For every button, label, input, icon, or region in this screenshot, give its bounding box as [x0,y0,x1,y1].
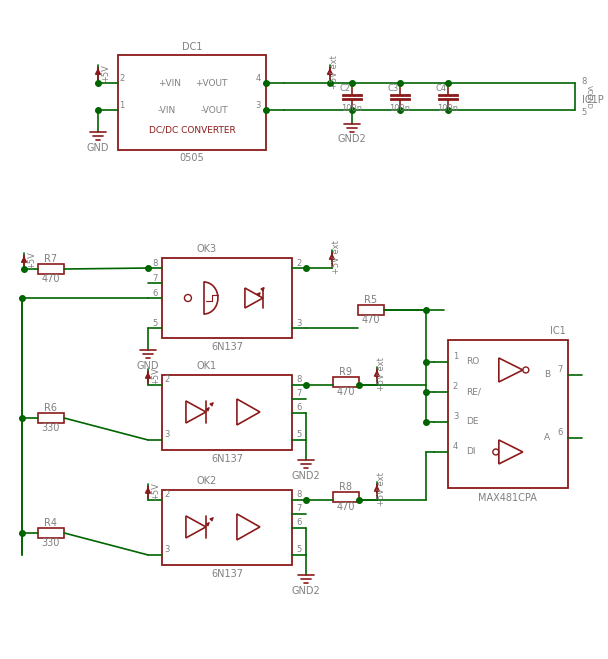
Text: 100n: 100n [437,103,458,113]
Text: +5V ext: +5V ext [330,55,339,89]
Text: 330: 330 [42,538,60,548]
Text: +5V: +5V [151,367,161,385]
Text: 6: 6 [558,428,563,438]
Bar [162,375,292,450]
Bar [448,340,568,488]
Text: RE/: RE/ [466,387,481,397]
Text: R4: R4 [44,518,58,528]
Text: 6: 6 [296,519,302,527]
Bar [38,264,64,274]
Bar [118,55,266,150]
Text: 7: 7 [152,273,157,283]
Text: 8: 8 [296,376,302,384]
Text: 100n: 100n [389,103,410,113]
Text: 3: 3 [164,546,170,554]
Text: 1: 1 [453,353,458,362]
Text: GND: GND [87,143,109,153]
Bar [38,528,64,538]
Bar [333,377,359,387]
Text: OK2: OK2 [197,476,217,486]
Text: 2: 2 [453,382,458,391]
Bar [38,413,64,423]
Bar [162,258,292,338]
Text: +5V: +5V [151,482,161,500]
Text: OK1: OK1 [197,361,217,371]
Text: 7: 7 [296,504,302,513]
Text: R5: R5 [364,295,378,305]
Text: 100n: 100n [341,103,362,113]
Text: 3: 3 [255,101,261,109]
Text: 5: 5 [582,107,587,117]
Text: 470: 470 [337,502,355,512]
Text: R9: R9 [339,367,353,377]
Text: 3: 3 [453,413,458,422]
Text: 3: 3 [296,318,302,328]
Text: OK3: OK3 [197,244,217,254]
Text: IC1: IC1 [550,326,565,336]
Text: 8: 8 [296,490,302,500]
Text: R6: R6 [44,403,58,413]
Text: 7: 7 [558,366,563,374]
Text: 5: 5 [153,318,157,328]
Text: 2: 2 [164,490,170,500]
Text: GND: GND [586,93,592,109]
Text: C2: C2 [340,84,351,92]
Text: DC1: DC1 [182,42,202,52]
Text: 6: 6 [296,403,302,413]
Text: DE: DE [466,417,478,426]
Text: GND2: GND2 [291,586,320,596]
Text: -VIN: -VIN [158,105,176,115]
Text: 5: 5 [296,430,302,440]
Text: RO: RO [466,357,479,366]
Text: +5V: +5V [102,64,111,82]
Bar [333,492,359,502]
Text: +5V ext: +5V ext [333,240,341,274]
Text: 0505: 0505 [179,153,204,163]
Text: +VIN: +VIN [158,78,181,88]
Text: 4: 4 [453,442,458,451]
Text: 5: 5 [296,546,302,554]
Text: R8: R8 [339,482,353,492]
Bar [162,490,292,565]
Text: GND2: GND2 [337,134,366,144]
Text: 2: 2 [296,258,302,268]
Bar [358,305,384,315]
Text: +5V: +5V [27,251,36,269]
Text: -VOUT: -VOUT [200,105,228,115]
Text: 4: 4 [255,74,261,82]
Text: VCC: VCC [586,85,592,100]
Text: 2: 2 [119,74,125,82]
Text: 3: 3 [164,430,170,440]
Text: +VOUT: +VOUT [196,78,228,88]
Text: A: A [544,434,550,442]
Text: 330: 330 [42,423,60,433]
Text: 6: 6 [152,289,157,297]
Text: C4: C4 [436,84,447,92]
Text: IC1P: IC1P [582,95,604,105]
Text: 7: 7 [296,389,302,399]
Text: 8: 8 [582,76,587,86]
Text: B: B [544,370,550,380]
Text: 470: 470 [362,315,380,325]
Text: 1: 1 [119,101,125,109]
Text: 470: 470 [42,274,60,284]
Text: 6N137: 6N137 [211,454,243,464]
Text: 6N137: 6N137 [211,342,243,352]
Text: 8: 8 [152,258,157,268]
Text: 470: 470 [337,387,355,397]
Text: +5V ext: +5V ext [378,357,386,391]
Text: DI: DI [466,447,475,457]
Text: +5V ext: +5V ext [378,472,386,506]
Text: MAX481CPA: MAX481CPA [478,493,537,503]
Text: DC/DC CONVERTER: DC/DC CONVERTER [148,126,235,134]
Text: 6N137: 6N137 [211,569,243,579]
Text: 2: 2 [164,376,170,384]
Text: R7: R7 [44,254,58,264]
Text: GND2: GND2 [291,471,320,481]
Text: C3: C3 [388,84,399,92]
Text: GND: GND [137,361,159,371]
